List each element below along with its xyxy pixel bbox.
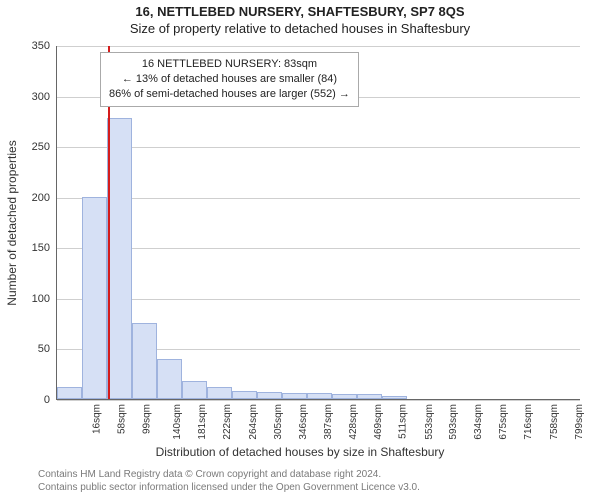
grid-line — [57, 147, 580, 148]
x-tick-label: 799sqm — [574, 404, 585, 440]
y-tick-label: 300 — [16, 91, 50, 103]
histogram-bar — [57, 387, 82, 399]
x-tick-label: 264sqm — [248, 404, 259, 440]
histogram-bar — [82, 197, 107, 399]
grid-line — [57, 299, 580, 300]
histogram-bar — [232, 391, 257, 399]
grid-line — [57, 46, 580, 47]
x-tick-label: 140sqm — [172, 404, 183, 440]
x-tick-label: 469sqm — [373, 404, 384, 440]
annotation-line3: 86% of semi-detached houses are larger (… — [109, 87, 350, 102]
x-tick-label: 675sqm — [498, 404, 509, 440]
x-tick-label: 16sqm — [91, 404, 102, 434]
address-line: 16, NETTLEBED NURSERY, SHAFTESBURY, SP7 … — [0, 4, 600, 19]
y-tick-label: 0 — [16, 394, 50, 406]
y-axis-label: Number of detached properties — [5, 140, 19, 305]
annotation-line2: ← 13% of detached houses are smaller (84… — [109, 72, 350, 87]
histogram-bar — [382, 396, 407, 399]
x-tick-label: 305sqm — [273, 404, 284, 440]
histogram-bar — [157, 359, 182, 399]
x-tick-label: 387sqm — [323, 404, 334, 440]
y-tick-label: 100 — [16, 293, 50, 305]
histogram-bar — [282, 393, 307, 399]
histogram-bar — [207, 387, 232, 399]
x-tick-label: 181sqm — [197, 404, 208, 440]
x-tick-label: 716sqm — [523, 404, 534, 440]
footer-line2: Contains public sector information licen… — [38, 482, 420, 495]
x-tick-label: 58sqm — [117, 404, 128, 434]
x-tick-label: 222sqm — [222, 404, 233, 440]
annotation-box: 16 NETTLEBED NURSERY: 83sqm ← 13% of det… — [100, 52, 359, 107]
x-tick-label: 593sqm — [448, 404, 459, 440]
y-tick-label: 250 — [16, 141, 50, 153]
grid-line — [57, 248, 580, 249]
y-tick-label: 150 — [16, 242, 50, 254]
footer: Contains HM Land Registry data © Crown c… — [38, 469, 420, 494]
x-axis-label: Distribution of detached houses by size … — [0, 445, 600, 459]
x-tick-label: 428sqm — [348, 404, 359, 440]
histogram-bar — [182, 381, 207, 399]
histogram-bar — [257, 392, 282, 399]
x-tick-label: 634sqm — [473, 404, 484, 440]
y-tick-label: 350 — [16, 40, 50, 52]
footer-line1: Contains HM Land Registry data © Crown c… — [38, 469, 420, 482]
x-tick-label: 553sqm — [424, 404, 435, 440]
histogram-bar — [132, 323, 157, 399]
grid-line — [57, 198, 580, 199]
x-tick-label: 511sqm — [398, 404, 409, 439]
histogram-bar — [332, 394, 357, 399]
x-tick-label: 758sqm — [549, 404, 560, 440]
y-tick-label: 50 — [16, 343, 50, 355]
x-tick-label: 346sqm — [298, 404, 309, 440]
annotation-line1: 16 NETTLEBED NURSERY: 83sqm — [109, 57, 350, 72]
subtitle: Size of property relative to detached ho… — [0, 21, 600, 36]
histogram-bar — [307, 393, 332, 399]
histogram-bar — [107, 118, 132, 399]
y-tick-label: 200 — [16, 192, 50, 204]
histogram-bar — [357, 394, 382, 399]
grid-line — [57, 400, 580, 401]
x-tick-label: 99sqm — [142, 404, 153, 434]
